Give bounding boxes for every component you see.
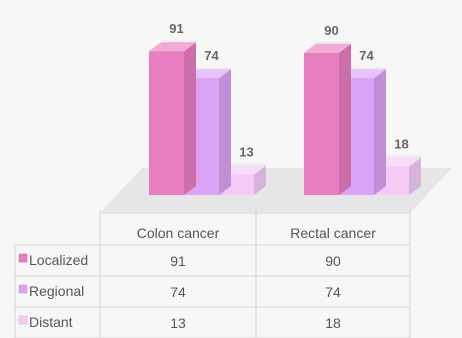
table-cell-value: 90 <box>325 253 341 269</box>
table-cell-value: 74 <box>170 284 186 300</box>
legend-swatch-distant <box>18 315 28 325</box>
table-header-category: Colon cancer <box>137 225 220 241</box>
legend-label: Distant <box>29 314 73 330</box>
legend-swatch-regional <box>18 284 28 294</box>
bar-side-regional <box>374 69 386 195</box>
bar-side-distant <box>409 157 421 195</box>
table-header-category: Rectal cancer <box>290 225 376 241</box>
legend-swatch-localized <box>18 253 28 263</box>
bar-side-distant <box>254 165 266 195</box>
bar-top-localized <box>304 43 351 53</box>
bar-side-localized <box>339 43 351 195</box>
table-cell-value: 74 <box>325 284 341 300</box>
table-cell-value: 13 <box>170 315 186 331</box>
data-label: 18 <box>394 137 408 152</box>
bar-top-localized <box>149 42 196 52</box>
legend-label: Regional <box>29 283 84 299</box>
data-label: 13 <box>239 144 253 159</box>
bar-side-regional <box>219 69 231 195</box>
bar-side-localized <box>184 42 196 195</box>
data-label: 90 <box>324 23 338 38</box>
legend-label: Localized <box>29 252 88 268</box>
data-label: 91 <box>169 21 183 36</box>
data-label: 74 <box>359 48 374 63</box>
data-label: 74 <box>204 48 219 63</box>
bar-localized-colon-cancer <box>149 51 184 195</box>
table-cell-value: 91 <box>170 253 186 269</box>
table-cell-value: 18 <box>325 315 341 331</box>
bar-localized-rectal-cancer <box>304 52 339 195</box>
